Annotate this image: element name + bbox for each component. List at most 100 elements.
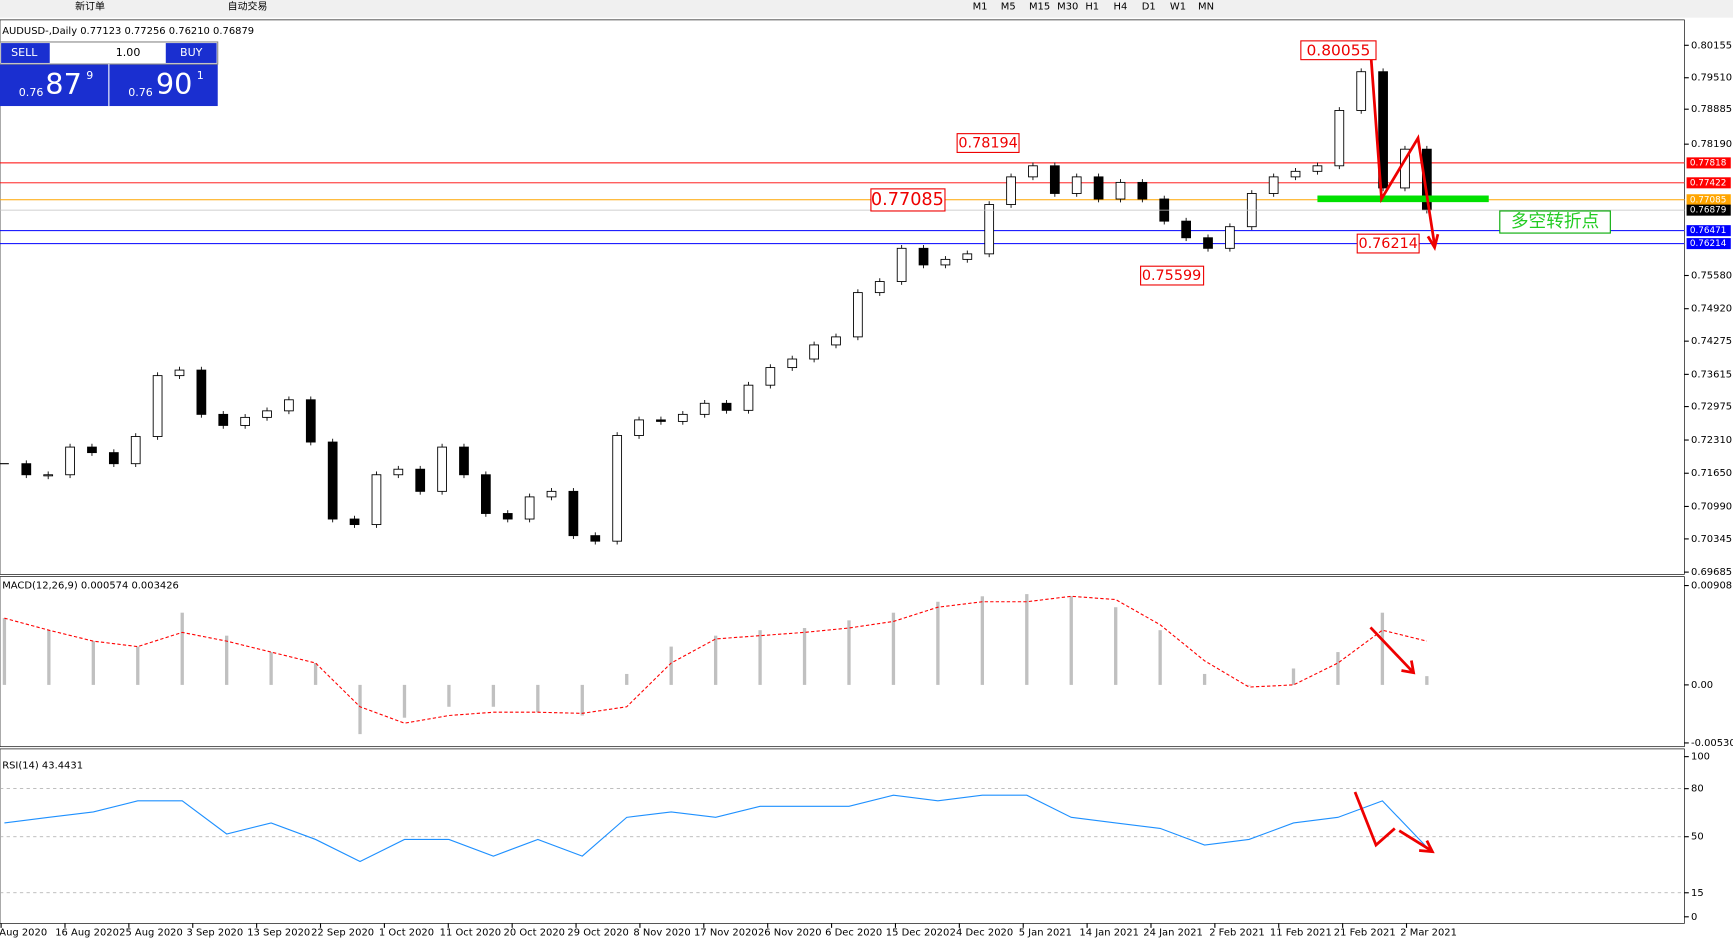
timeframe-button[interactable]: W1 bbox=[1170, 2, 1186, 13]
candle bbox=[612, 435, 623, 542]
timeframe-button[interactable]: MN bbox=[1198, 2, 1214, 13]
y-tick-label: 0.79510 bbox=[1691, 73, 1732, 84]
candle bbox=[1137, 181, 1148, 200]
macd-bar bbox=[1158, 630, 1162, 685]
lots-input[interactable]: 1.00 bbox=[116, 46, 141, 59]
candle bbox=[1181, 220, 1191, 239]
candle bbox=[349, 518, 360, 526]
macd-bar bbox=[980, 596, 984, 685]
y-tick-label: 0.80155 bbox=[1691, 40, 1732, 51]
x-tick-label: 2 Feb 2021 bbox=[1209, 927, 1265, 938]
level-tag bbox=[1686, 238, 1731, 250]
macd-panel bbox=[0, 576, 1685, 748]
x-tick-label: 24 Jan 2021 bbox=[1143, 927, 1203, 938]
trade-panel: SELL BUY 1.00 0.76 87 9 0.76 90 1 bbox=[0, 41, 219, 107]
toolbar-button[interactable]: 新订单 bbox=[75, 0, 105, 13]
x-tick-label: 17 Nov 2020 bbox=[694, 927, 758, 938]
candle bbox=[196, 369, 207, 415]
price-labels: 0.80055 0.78194 0.77085 0.75599 0.76214 … bbox=[870, 40, 1611, 286]
candle bbox=[787, 358, 798, 369]
label-box bbox=[1140, 265, 1205, 286]
toolbar-button[interactable]: 自动交易 bbox=[228, 0, 268, 13]
arrow bbox=[1353, 791, 1396, 848]
y-tick-label: 0.70990 bbox=[1691, 501, 1732, 512]
candle bbox=[656, 419, 666, 422]
timeframe-button[interactable]: M5 bbox=[1001, 2, 1016, 13]
panel-title: AUDUSD-,Daily 0.77123 0.77256 0.76210 0.… bbox=[2, 26, 254, 37]
timeframe-button[interactable]: H4 bbox=[1114, 2, 1128, 13]
y-tick-label: 0.009081 bbox=[1691, 581, 1733, 592]
candle bbox=[918, 247, 929, 266]
candle bbox=[21, 463, 32, 476]
candle bbox=[327, 441, 338, 520]
macd-bar bbox=[1069, 596, 1073, 685]
level-label: 0.77818 bbox=[1690, 158, 1727, 168]
candle bbox=[568, 490, 579, 537]
macd-bar bbox=[358, 684, 362, 735]
x-tick-label: 16 Aug 2020 bbox=[55, 927, 119, 938]
buy-price-pips: 90 bbox=[156, 67, 193, 101]
rsi-panel bbox=[0, 748, 1685, 924]
candle bbox=[393, 468, 404, 476]
sell-button[interactable] bbox=[1, 43, 50, 63]
candle bbox=[284, 399, 294, 412]
timeframe-button[interactable]: H1 bbox=[1085, 2, 1099, 13]
candle bbox=[1378, 71, 1388, 189]
candle bbox=[1093, 176, 1104, 200]
macd-bar bbox=[713, 635, 718, 685]
timeframe-button[interactable]: D1 bbox=[1142, 2, 1156, 13]
candle bbox=[853, 292, 863, 338]
annotation: 0.76214 bbox=[1358, 236, 1417, 252]
y-tick-label: 0.74275 bbox=[1691, 336, 1732, 347]
x-tick-label: 11 Feb 2021 bbox=[1270, 927, 1332, 938]
candle bbox=[721, 402, 732, 411]
candle bbox=[831, 336, 841, 346]
candle bbox=[108, 452, 119, 465]
timeframe-button[interactable]: M30 bbox=[1057, 2, 1078, 13]
x-tick-label: 13 Sep 2020 bbox=[247, 927, 310, 938]
x-tick-label: 29 Oct 2020 bbox=[567, 927, 628, 938]
macd-bar bbox=[1291, 668, 1296, 685]
buy-button[interactable] bbox=[165, 43, 217, 63]
toolbar bbox=[0, 0, 1733, 18]
y-tick-label: 0.72310 bbox=[1691, 435, 1732, 446]
toolbar-items: 新订单 自动交易 bbox=[75, 0, 267, 13]
annotation: 0.77085 bbox=[871, 190, 944, 210]
y-tick-label: 80 bbox=[1691, 784, 1704, 795]
macd-bar bbox=[1380, 612, 1385, 685]
label-box bbox=[956, 133, 1020, 153]
label-box bbox=[870, 188, 946, 212]
level-tag bbox=[1686, 194, 1731, 206]
sell-label[interactable]: SELL bbox=[11, 46, 38, 59]
x-tick-label: 22 Sep 2020 bbox=[311, 927, 374, 938]
macd-bar bbox=[625, 673, 629, 685]
y-tick-label: 0.00 bbox=[1691, 680, 1713, 691]
panel-title: MACD(12,26,9) 0.000574 0.003426 bbox=[2, 580, 179, 591]
macd-bar bbox=[1425, 676, 1429, 685]
arrow-head bbox=[1426, 233, 1440, 251]
sell-price-pips: 87 bbox=[45, 67, 82, 101]
candle bbox=[43, 474, 54, 477]
timeframe-button[interactable]: M1 bbox=[973, 2, 988, 13]
timeframe-button[interactable]: M15 bbox=[1029, 2, 1050, 13]
rsi-layer: 100 80 50 15 0 RSI(14) 43.4431 bbox=[0, 752, 1710, 923]
candle bbox=[1356, 71, 1367, 111]
y-tick-label: 0.70345 bbox=[1691, 534, 1732, 545]
macd-bar bbox=[47, 630, 51, 685]
price-panel bbox=[0, 19, 1685, 575]
y-tick-label: 0.74920 bbox=[1691, 304, 1732, 315]
y-tick-label: 0.75580 bbox=[1691, 270, 1732, 281]
last-price-label: 0.76879 bbox=[1690, 206, 1727, 216]
x-tick-label: 24 Dec 2020 bbox=[950, 927, 1014, 938]
macd-bar bbox=[269, 652, 273, 685]
arrow bbox=[1369, 49, 1436, 246]
macd-bar bbox=[491, 684, 496, 707]
buy-label[interactable]: BUY bbox=[180, 46, 203, 59]
macd-bar bbox=[580, 684, 584, 716]
y-tick-label: 0.73615 bbox=[1691, 369, 1732, 380]
arrow-head bbox=[1419, 839, 1435, 854]
macd-bar bbox=[1025, 594, 1029, 685]
last-price-tag bbox=[1686, 204, 1731, 216]
x-tick-label: 21 Feb 2021 bbox=[1334, 927, 1396, 938]
macd-bar bbox=[847, 620, 851, 685]
